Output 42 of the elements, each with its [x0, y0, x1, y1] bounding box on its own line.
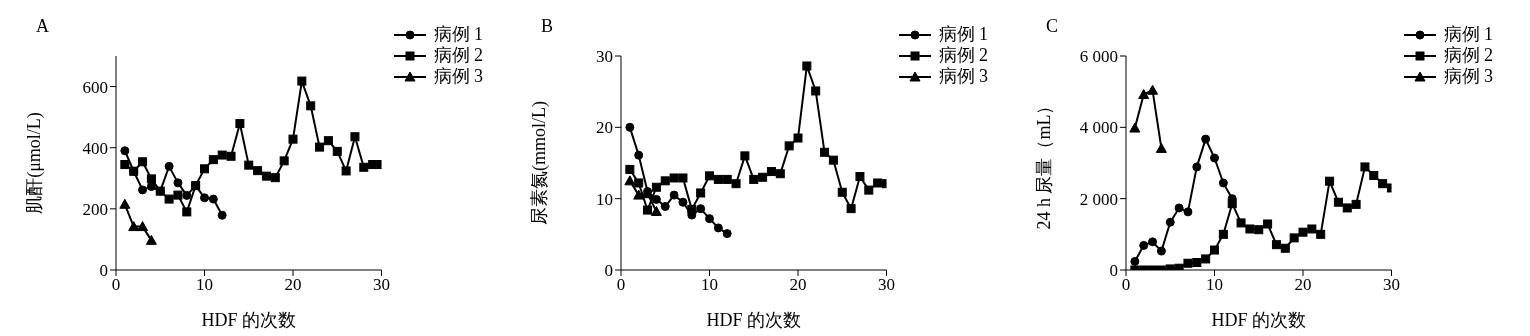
y-axis-title: 肌酐(μmol/L): [24, 112, 46, 214]
y-tick-label: 30: [596, 47, 613, 67]
x-tick-label: 30: [373, 275, 390, 295]
y-axis-title: 尿素氮(mmol/L): [529, 101, 551, 225]
x-axis-title: HDF 的次数: [1211, 310, 1307, 330]
y-tick-label: 6 000: [1079, 47, 1118, 67]
y-tick-label: 0: [99, 261, 108, 281]
chart-title: B: [541, 16, 554, 37]
x-tick-label: 10: [1206, 275, 1223, 295]
legend-label: 病例 3: [433, 66, 483, 87]
legend-label: 病例 2: [938, 45, 988, 66]
legend-label: 病例 2: [433, 45, 483, 66]
y-tick-label: 10: [596, 189, 613, 209]
x-tick-label: 20: [284, 275, 302, 295]
legend-label: 病例 1: [433, 24, 483, 45]
x-tick-label: 10: [196, 275, 213, 295]
x-tick-label: 30: [878, 275, 895, 295]
y-axis-title: 24 h 尿量（mL）: [1034, 96, 1055, 230]
chart-title: A: [36, 16, 49, 37]
y-tick-label: 0: [604, 261, 613, 281]
y-tick-label: 0: [1109, 261, 1118, 281]
legend-label: 病例 3: [938, 66, 988, 87]
x-tick-label: 20: [1294, 275, 1312, 295]
x-axis-title: HDF 的次数: [706, 310, 802, 330]
legend-label: 病例 2: [1443, 45, 1493, 66]
x-tick-label: 0: [616, 275, 626, 295]
legend-label: 病例 1: [1443, 24, 1493, 45]
legend-label: 病例 3: [1443, 66, 1493, 87]
x-tick-label: 20: [789, 275, 807, 295]
x-tick-label: 0: [1121, 275, 1131, 295]
y-tick-label: 200: [82, 199, 108, 219]
x-tick-label: 0: [111, 275, 121, 295]
x-tick-label: 30: [1383, 275, 1400, 295]
legend-label: 病例 1: [938, 24, 988, 45]
y-tick-label: 600: [82, 77, 108, 97]
y-tick-label: 400: [82, 138, 108, 158]
x-tick-label: 10: [701, 275, 718, 295]
chart-title: C: [1046, 16, 1059, 37]
y-tick-label: 4 000: [1079, 118, 1118, 138]
y-tick-label: 2 000: [1079, 189, 1118, 209]
x-axis-title: HDF 的次数: [201, 310, 297, 330]
y-tick-label: 20: [596, 118, 613, 138]
